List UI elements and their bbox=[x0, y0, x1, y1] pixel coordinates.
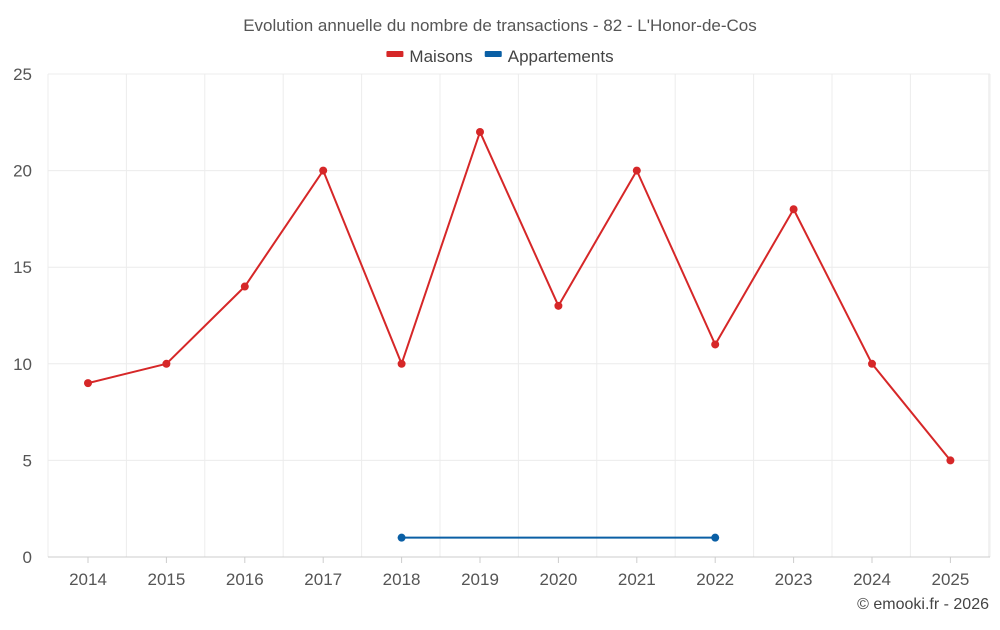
x-tick-label: 2020 bbox=[539, 570, 577, 589]
legend-label-maisons: Maisons bbox=[409, 47, 472, 66]
data-point-maisons[interactable] bbox=[476, 127, 484, 136]
x-tick-label: 2015 bbox=[147, 570, 185, 589]
data-point-appartements[interactable] bbox=[397, 533, 406, 542]
y-tick-label: 5 bbox=[23, 451, 32, 470]
legend-swatch-appartements bbox=[484, 51, 502, 57]
legend[interactable]: Maisons Appartements bbox=[386, 47, 614, 66]
y-tick-label: 20 bbox=[13, 162, 32, 181]
y-tick-label: 0 bbox=[23, 548, 32, 567]
data-point-maisons[interactable] bbox=[319, 166, 328, 175]
y-tick-label: 10 bbox=[13, 355, 32, 374]
data-point-maisons[interactable] bbox=[946, 456, 955, 465]
legend-label-appartements: Appartements bbox=[508, 47, 614, 66]
data-point-maisons[interactable] bbox=[84, 379, 92, 388]
data-point-maisons[interactable] bbox=[868, 359, 876, 368]
x-tick-label: 2022 bbox=[696, 570, 734, 589]
x-tick-label: 2014 bbox=[69, 570, 107, 589]
credit-text: © emooki.fr - 2026 bbox=[857, 596, 989, 613]
x-tick-label: 2018 bbox=[383, 570, 421, 589]
legend-swatch-maisons bbox=[386, 51, 404, 57]
legend-item-appartements[interactable]: Appartements bbox=[484, 47, 614, 66]
data-point-maisons[interactable] bbox=[554, 301, 563, 310]
y-tick-label: 25 bbox=[13, 65, 32, 84]
x-tick-label: 2021 bbox=[618, 570, 656, 589]
data-point-maisons[interactable] bbox=[240, 282, 249, 291]
data-point-maisons[interactable] bbox=[162, 359, 171, 368]
series-line-maisons bbox=[87, 130, 952, 462]
data-point-maisons[interactable] bbox=[397, 359, 406, 368]
x-tick-label: 2023 bbox=[775, 570, 813, 589]
data-point-maisons[interactable] bbox=[632, 166, 641, 175]
y-tick-label: 15 bbox=[13, 258, 32, 277]
chart-title: Evolution annuelle du nombre de transact… bbox=[243, 16, 757, 35]
x-tick-label: 2019 bbox=[461, 570, 499, 589]
x-tick-label: 2016 bbox=[226, 570, 264, 589]
data-point-maisons[interactable] bbox=[789, 205, 798, 214]
data-point-maisons[interactable] bbox=[711, 340, 720, 349]
x-tick-label: 2017 bbox=[304, 570, 342, 589]
grid bbox=[47, 73, 991, 557]
legend-item-maisons[interactable]: Maisons bbox=[386, 47, 473, 66]
x-tick-label: 2025 bbox=[931, 570, 969, 589]
x-tick-label: 2024 bbox=[853, 570, 891, 589]
data-point-appartements[interactable] bbox=[711, 533, 720, 542]
series-layer bbox=[84, 127, 955, 542]
